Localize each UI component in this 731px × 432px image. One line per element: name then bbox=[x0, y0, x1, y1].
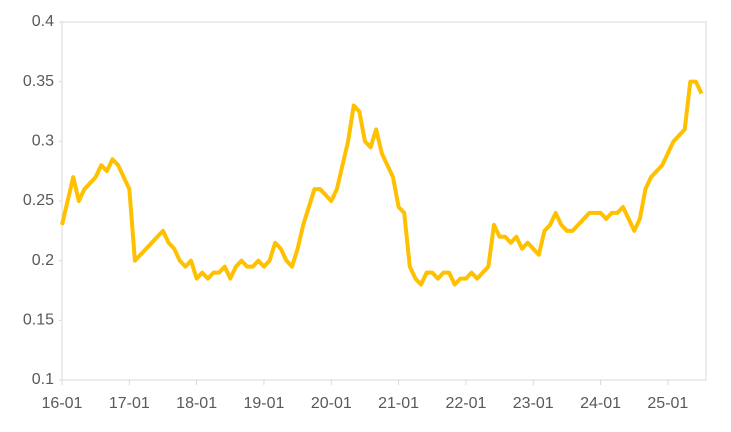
y-tick-label: 0.15 bbox=[23, 312, 54, 329]
x-tick-label: 25-01 bbox=[647, 395, 688, 412]
data-line bbox=[60, 79, 704, 287]
x-tick-label: 22-01 bbox=[445, 395, 486, 412]
y-tick-label: 0.35 bbox=[23, 73, 54, 90]
x-tick-label: 23-01 bbox=[513, 395, 554, 412]
y-tick-label: 0.1 bbox=[32, 371, 54, 388]
x-tick-label: 17-01 bbox=[109, 395, 150, 412]
x-tick-label: 24-01 bbox=[580, 395, 621, 412]
x-tick-label: 18-01 bbox=[176, 395, 217, 412]
x-tick-label: 20-01 bbox=[311, 395, 352, 412]
x-tick-label: 19-01 bbox=[243, 395, 284, 412]
y-tick-label: 0.2 bbox=[32, 252, 54, 269]
x-tick-label: 16-01 bbox=[42, 395, 83, 412]
plot-area bbox=[61, 21, 707, 381]
y-tick-label: 0.3 bbox=[32, 133, 54, 150]
y-tick-label: 0.4 bbox=[32, 13, 54, 30]
y-tick-label: 0.25 bbox=[23, 192, 54, 209]
x-tick-label: 21-01 bbox=[378, 395, 419, 412]
